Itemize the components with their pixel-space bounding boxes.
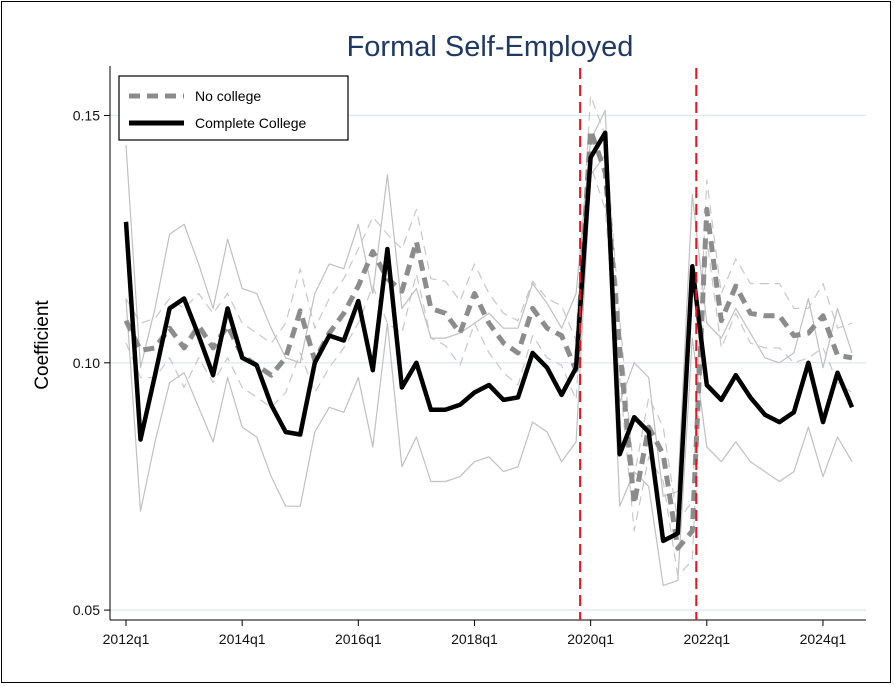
legend-label-no-college: No college <box>195 88 261 104</box>
x-tick-label-1: 2014q1 <box>219 631 266 647</box>
y-tick-label-2: 0.15 <box>73 107 100 123</box>
series-line-complete-college <box>123 130 855 544</box>
series-line-ci-band-4 <box>125 109 853 497</box>
reference-lines <box>579 68 698 620</box>
y-tick-label-0: 0.05 <box>73 602 100 618</box>
legend: No college Complete College <box>118 75 349 141</box>
x-tick-label-0: 2012q1 <box>103 631 150 647</box>
x-tick-label-4: 2020q1 <box>567 631 614 647</box>
x-tick-label-2: 2016q1 <box>335 631 382 647</box>
x-tick-label-5: 2022q1 <box>683 631 730 647</box>
x-tick-label-6: 2024q1 <box>800 631 847 647</box>
chart-title: Formal Self-Employed <box>347 31 634 63</box>
x-axis-ticks: 2012q1 2014q1 2016q1 2018q1 2020q1 2022q1 2024… <box>103 620 847 647</box>
y-axis-title: Coefficient <box>32 300 53 390</box>
x-tick-label-3: 2018q1 <box>451 631 498 647</box>
series-layer <box>123 95 855 587</box>
series-line-ci-band-5 <box>125 154 853 587</box>
y-tick-label-1: 0.10 <box>73 355 100 371</box>
legend-box <box>118 75 349 141</box>
legend-label-complete-college: Complete College <box>195 115 306 131</box>
y-axis-ticks: 0.05 0.10 0.15 <box>73 107 110 618</box>
gridlines <box>110 114 866 611</box>
series-line-ci-band-3 <box>125 164 853 577</box>
axes <box>109 66 866 621</box>
series-line-no-college <box>123 127 853 551</box>
